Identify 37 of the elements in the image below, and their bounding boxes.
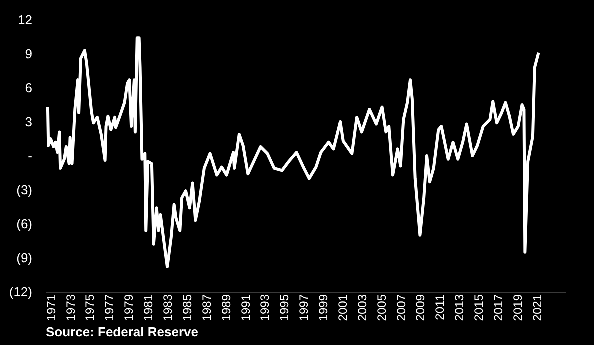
x-tick-label: 2015 <box>472 294 486 322</box>
x-tick-label: 2009 <box>414 294 428 322</box>
x-tick-label: 2001 <box>336 294 350 322</box>
x-tick-label: 2019 <box>510 294 525 322</box>
x-tick-label: 1993 <box>258 294 272 322</box>
x-tick-label: 1977 <box>102 294 117 322</box>
y-tick-label: 12 <box>18 12 32 28</box>
x-tick-label: 2007 <box>394 294 408 322</box>
x-tick-label: 1997 <box>297 294 312 322</box>
x-tick-label: 2013 <box>452 294 467 322</box>
y-tick-label: 6 <box>25 80 32 96</box>
x-tick-label: 1999 <box>316 294 331 322</box>
x-tick-label: 2021 <box>530 294 544 322</box>
source-note: Source: Federal Reserve <box>46 324 198 340</box>
y-tick-label: (9) <box>16 250 32 266</box>
x-tick-label: 2011 <box>433 294 448 320</box>
x-tick-label: 1983 <box>160 294 175 322</box>
y-tick-label: (3) <box>16 182 32 198</box>
x-tick-label: 1995 <box>278 294 292 322</box>
x-tick-label: 1989 <box>219 294 234 322</box>
x-tick-label: 1987 <box>200 294 214 322</box>
y-tick-label: - <box>28 148 32 164</box>
y-tick-label: 3 <box>25 114 32 130</box>
line-series <box>46 36 540 269</box>
x-tick-label: 1979 <box>122 294 136 322</box>
x-tick-label: 1971 <box>44 294 58 322</box>
y-tick-label: (6) <box>16 216 32 232</box>
x-tick-label: 1991 <box>238 294 253 322</box>
x-tick-label: 2003 <box>355 294 370 322</box>
x-tick-label: 2017 <box>491 294 506 322</box>
x-tick-label: 2005 <box>374 294 389 322</box>
x-tick-label: 1981 <box>142 294 156 322</box>
y-tick-label: (12) <box>9 284 32 300</box>
x-tick-label: 1975 <box>83 294 98 322</box>
x-tick-label: 1985 <box>180 294 194 322</box>
x-tick-label: 1973 <box>64 294 78 322</box>
y-tick-label: 9 <box>25 46 32 62</box>
